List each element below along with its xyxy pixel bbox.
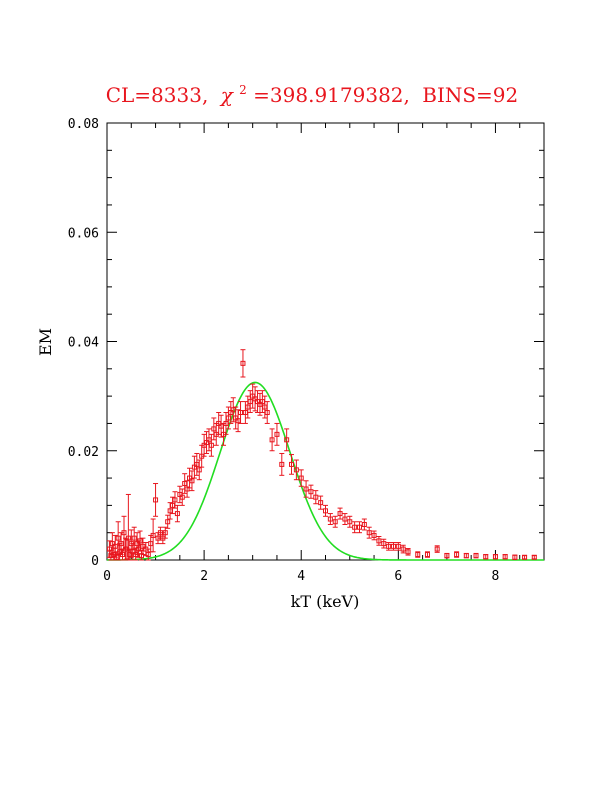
y-tick-label: 0.04 [68, 336, 99, 351]
data-point [366, 526, 372, 539]
data-point [473, 552, 479, 559]
data-point [121, 515, 127, 550]
data-point [424, 551, 430, 558]
data-point [255, 390, 261, 414]
data-point [196, 459, 202, 481]
data-point [284, 428, 290, 452]
axis-ticks [106, 122, 545, 561]
data-point [463, 552, 469, 559]
x-tick-labels: 0 2 4 6 8 [103, 569, 499, 584]
data-points [106, 349, 537, 561]
data-point [376, 536, 382, 546]
data-point [153, 483, 159, 517]
x-axis-label: kT (keV) [291, 592, 360, 611]
data-point [303, 480, 309, 498]
data-point [337, 507, 343, 520]
data-point [150, 518, 156, 553]
plot-frame [106, 122, 545, 561]
data-point [187, 467, 193, 489]
data-point [257, 392, 263, 416]
data-point [184, 480, 190, 498]
data-point [279, 452, 285, 476]
data-point [201, 433, 207, 457]
data-point [454, 551, 460, 558]
data-point [293, 459, 299, 481]
data-point [240, 349, 246, 378]
data-point [238, 401, 244, 424]
data-point [250, 383, 256, 409]
x-tick-label: 8 [492, 569, 500, 584]
data-point [115, 521, 121, 556]
data-point [522, 554, 528, 560]
data-point [352, 521, 358, 534]
fit-curve [106, 381, 544, 561]
x-tick-label: 0 [103, 569, 111, 584]
data-point [216, 412, 222, 435]
y-tick-label: 0.02 [68, 445, 99, 460]
data-point [386, 542, 392, 551]
chart-title: CL=8333, χ 2 =398.9179382, BINS=92 [106, 75, 519, 107]
data-point [204, 431, 210, 454]
title-chi-exponent: 2 [239, 83, 247, 97]
data-point [208, 433, 214, 457]
data-point [390, 542, 396, 551]
data-point [415, 551, 421, 558]
data-point [189, 470, 195, 492]
y-tick-labels: 0 0.02 0.04 0.06 0.08 [68, 117, 99, 569]
data-point [492, 554, 498, 560]
x-tick-label: 6 [394, 569, 402, 584]
y-tick-label: 0.08 [68, 117, 99, 132]
data-point [347, 515, 353, 528]
title-cl: CL=8333, [106, 83, 209, 107]
data-point [289, 454, 295, 475]
data-point [405, 548, 411, 556]
data-point [342, 513, 348, 525]
title-bins: BINS=92 [422, 83, 518, 107]
data-point [269, 428, 275, 452]
data-point [274, 422, 280, 446]
y-axis-label: EM [36, 328, 55, 356]
data-point [191, 455, 197, 479]
data-point [323, 504, 328, 517]
data-point [165, 514, 171, 529]
data-point [332, 515, 338, 528]
y-tick-label: 0 [91, 554, 99, 569]
data-point [356, 521, 362, 534]
data-point [298, 469, 304, 487]
data-point [174, 504, 180, 523]
data-point [400, 544, 406, 554]
data-point [444, 552, 450, 559]
data-point [512, 554, 518, 560]
data-point [502, 554, 508, 560]
data-point [361, 518, 367, 531]
title-chi-symbol: χ [219, 83, 235, 107]
x-tick-label: 4 [297, 569, 305, 584]
data-point [395, 542, 401, 551]
x-tick-label: 2 [200, 569, 208, 584]
title-chi-value: =398.9179382, [253, 83, 410, 107]
y-tick-label: 0.06 [68, 226, 99, 241]
data-point [371, 530, 377, 541]
data-point [434, 545, 440, 553]
data-point [313, 490, 319, 505]
data-point [381, 538, 387, 549]
data-point [133, 547, 139, 561]
data-point [264, 401, 270, 424]
data-point [318, 495, 324, 510]
data-point [308, 484, 314, 499]
data-point [327, 513, 333, 525]
data-point [145, 548, 151, 561]
data-point [179, 488, 185, 506]
data-point [483, 554, 489, 560]
data-point [531, 554, 537, 560]
data-point [140, 537, 146, 556]
data-point [162, 526, 168, 539]
